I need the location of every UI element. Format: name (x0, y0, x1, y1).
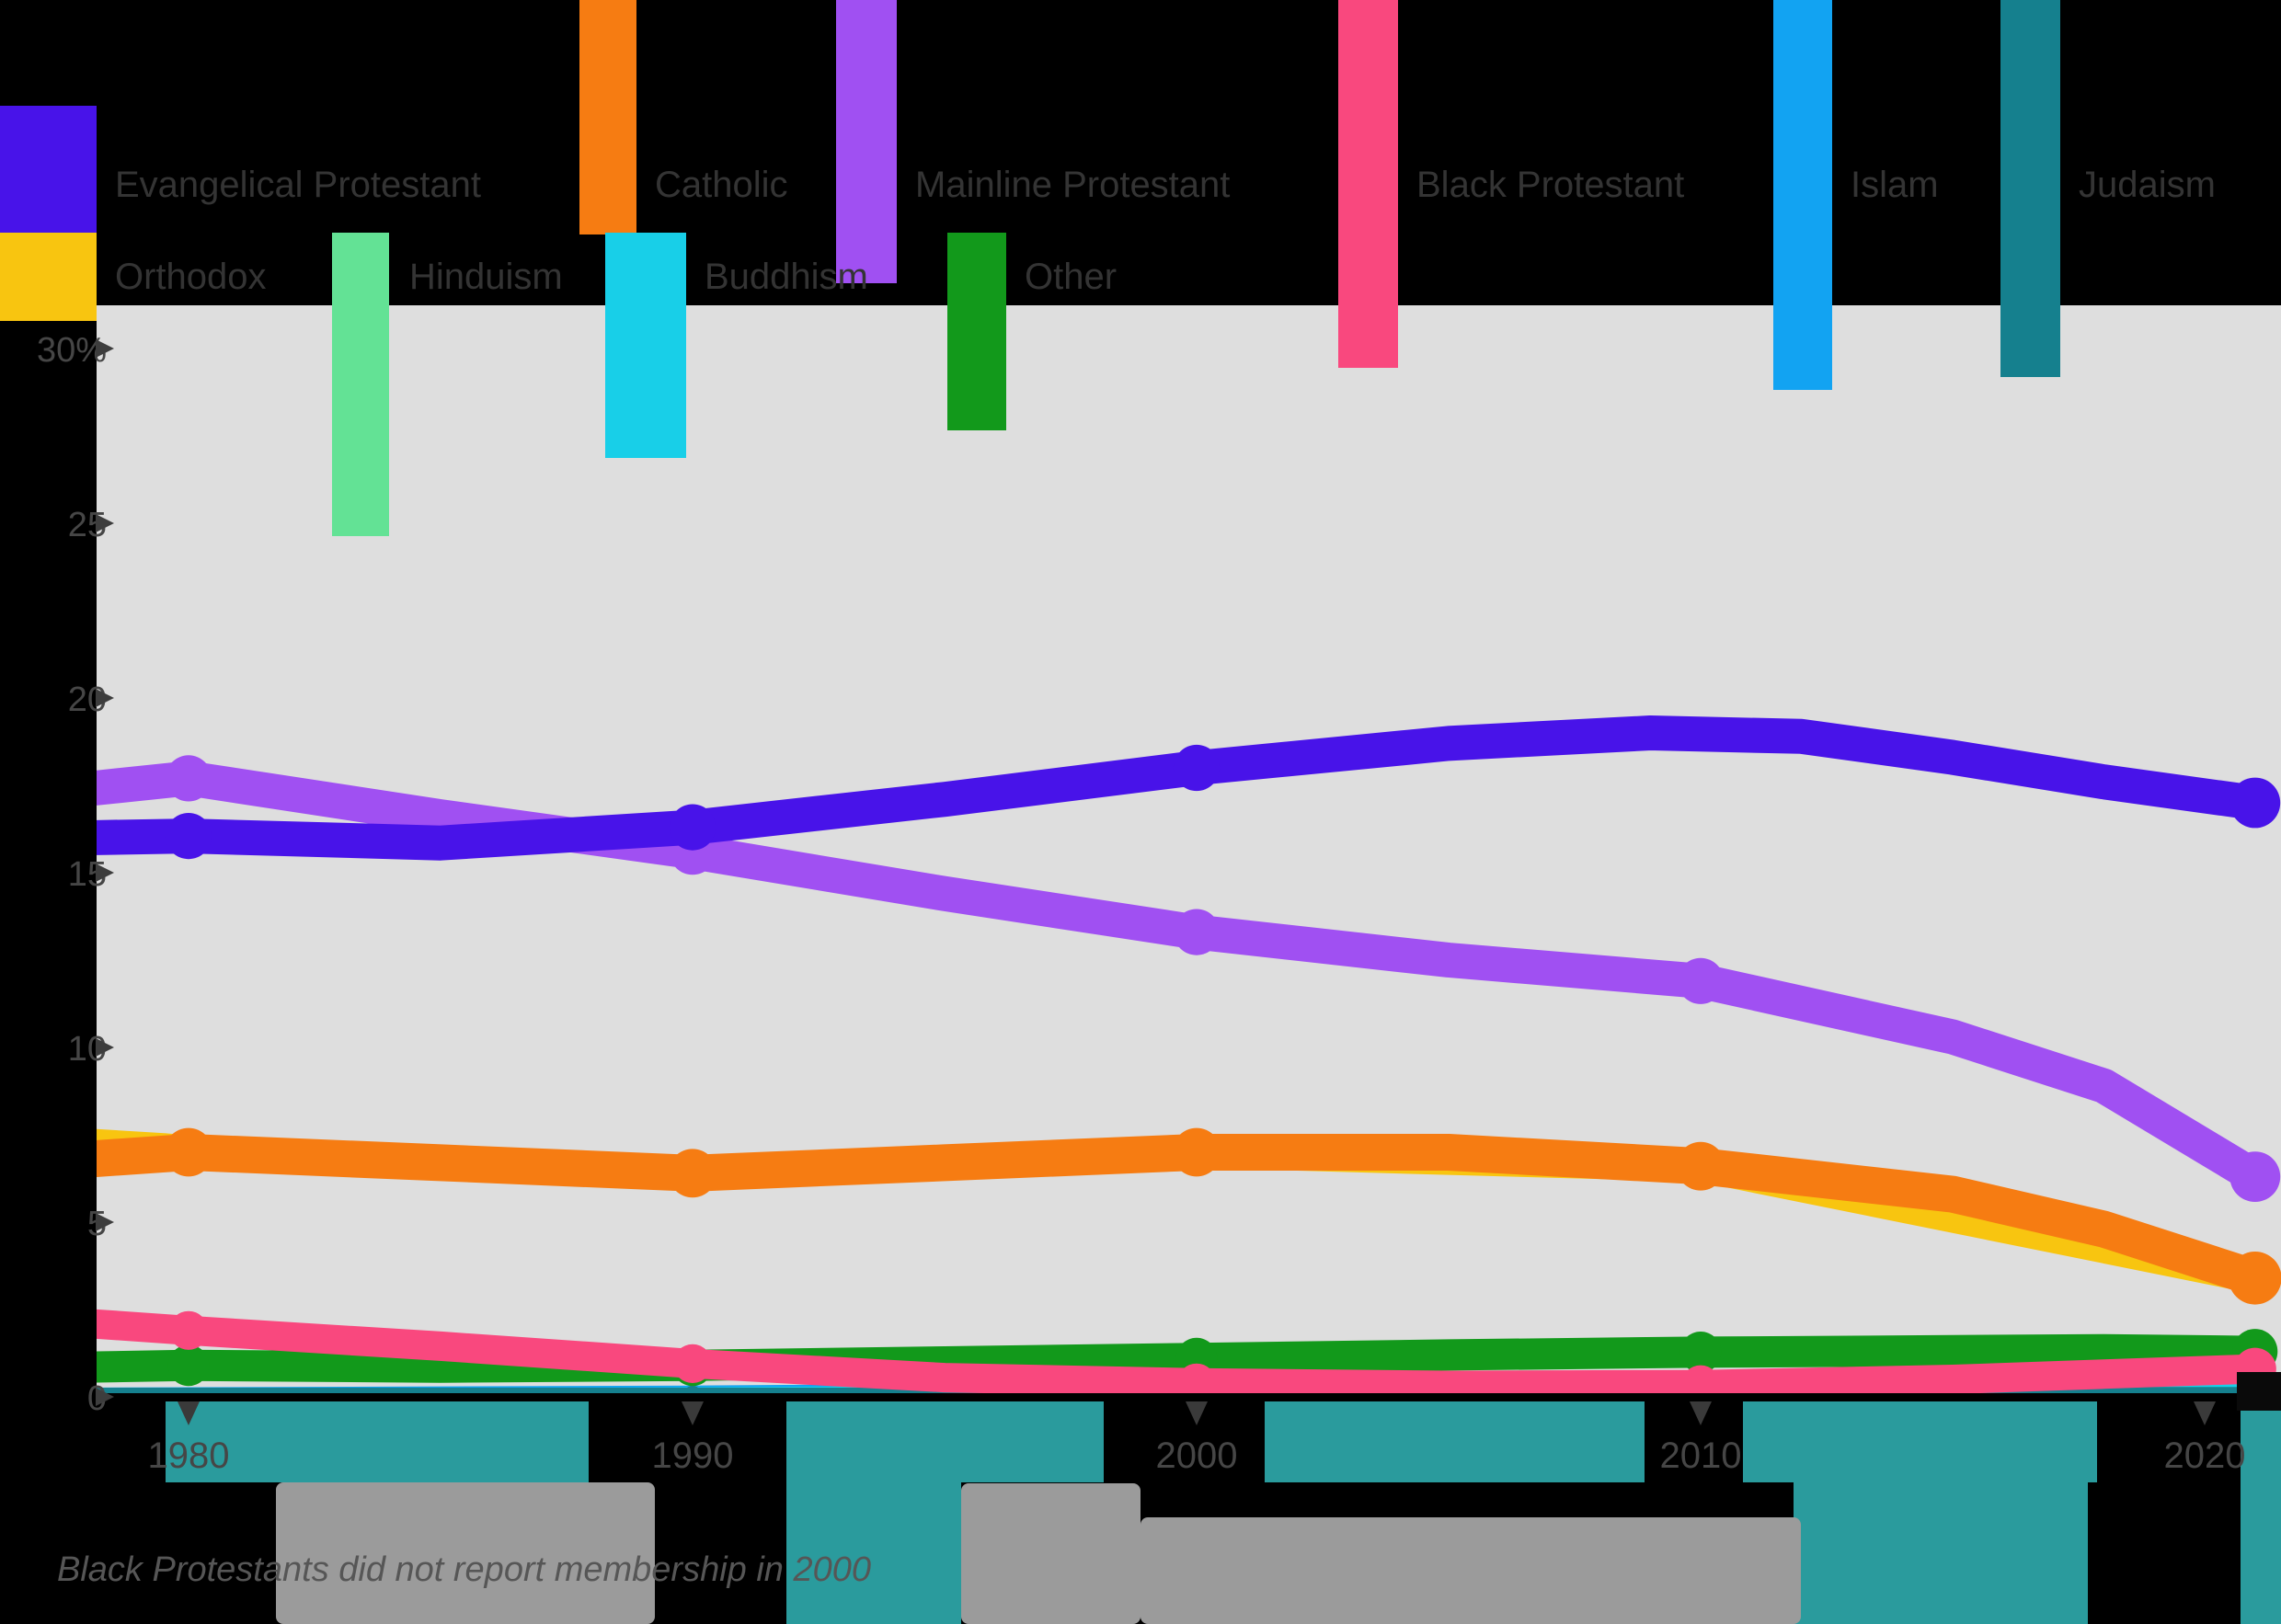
footer-blob (961, 1483, 1140, 1624)
legend-label-judaism: Judaism (2079, 165, 2216, 205)
legend-swatch-judaism (2000, 0, 2060, 377)
legend-label-black-protestant: Black Protestant (1416, 165, 1685, 205)
legend-swatch-black-protestant (1338, 0, 1398, 368)
x-tick-label: 2010 (1660, 1435, 1742, 1476)
footer-blob (1140, 1517, 1801, 1624)
legend-swatch-evangelical-protestant (0, 106, 97, 233)
x-tick-mark (178, 1401, 200, 1425)
series-line-evangelical (97, 715, 2273, 861)
x-tick-label: 2020 (2164, 1435, 2246, 1476)
y-tick-mark (96, 1388, 114, 1406)
series-point-catholic (668, 1149, 717, 1198)
y-tick-label: 30% (37, 331, 107, 370)
y-tick-mark (96, 689, 114, 707)
series-point-mainline (165, 755, 212, 802)
series-point-other (1679, 1332, 1722, 1373)
series-point-catholic (164, 1127, 213, 1177)
series-point-evangelical (669, 804, 716, 851)
series-point-evangelical (2229, 777, 2281, 829)
x-tick-label: 1990 (652, 1435, 734, 1476)
chart-footnote: Black Protestants did not report members… (57, 1550, 872, 1589)
axis-band-column (2241, 1482, 2281, 1624)
series-point-evangelical (165, 813, 212, 860)
x-tick-mark (682, 1401, 704, 1425)
x-tick-label: 2000 (1156, 1435, 1238, 1476)
legend-label-catholic: Catholic (655, 165, 788, 205)
series-point-black_protestant (1176, 1363, 1217, 1402)
series-point-other (167, 1344, 210, 1387)
axis-band (2241, 1398, 2281, 1482)
series-point-mainline (1173, 909, 1221, 955)
y-tick-mark (96, 863, 114, 882)
legend-swatch-mainline-protestant (836, 0, 897, 283)
x-tick-mark (1186, 1401, 1208, 1425)
series-point-mainline (1677, 957, 1725, 1004)
series-point-black_protestant (672, 1344, 713, 1383)
legend-label-buddhism: Buddhism (705, 257, 868, 297)
legend-label-islam: Islam (1851, 165, 1939, 205)
x-axis-line (97, 1393, 2281, 1401)
y-tick-mark (96, 1213, 114, 1231)
legend-swatch-buddhism (605, 233, 686, 458)
legend-swatch-other (947, 233, 1006, 430)
x-axis-end-cap (2237, 1372, 2281, 1411)
series-point-catholic (1172, 1127, 1221, 1177)
axis-band (1265, 1398, 1645, 1482)
x-tick-label: 1980 (148, 1435, 230, 1476)
axis-band (786, 1398, 1104, 1482)
axis-band (1743, 1398, 2097, 1482)
x-tick-mark (2194, 1401, 2216, 1425)
legend-label-orthodox: Orthodox (115, 257, 267, 297)
series-point-catholic (1676, 1141, 1725, 1191)
y-tick-mark (96, 514, 114, 532)
axis-band-column (1794, 1482, 2088, 1624)
legend-swatch-catholic (579, 0, 636, 234)
y-tick-mark (96, 339, 114, 358)
legend-swatch-islam (1773, 0, 1832, 390)
legend-label-other: Other (1025, 257, 1118, 297)
y-tick-mark (96, 1038, 114, 1057)
legend-swatch-orthodox (0, 233, 97, 321)
series-point-catholic (2229, 1252, 2281, 1305)
legend-label-evangelical-protestant: Evangelical Protestant (115, 165, 482, 205)
footer-blob (276, 1482, 655, 1624)
series-point-black_protestant (168, 1310, 209, 1350)
legend-label-mainline-protestant: Mainline Protestant (915, 165, 1231, 205)
legend-swatch-hinduism (332, 233, 389, 536)
series-point-mainline (2229, 1151, 2281, 1202)
legend-label-hinduism: Hinduism (409, 257, 563, 297)
x-tick-mark (1690, 1401, 1712, 1425)
axis-band-column (786, 1482, 961, 1624)
series-point-evangelical (1173, 744, 1221, 792)
axis-band (166, 1398, 589, 1482)
